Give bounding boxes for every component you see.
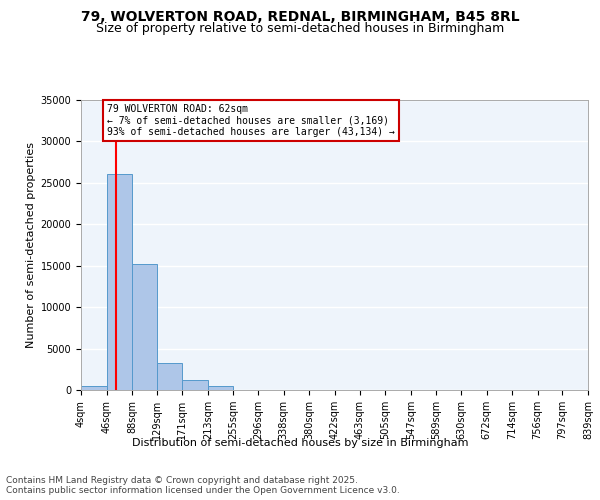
Bar bbox=[182, 380, 208, 390]
Text: Distribution of semi-detached houses by size in Birmingham: Distribution of semi-detached houses by … bbox=[132, 438, 468, 448]
Text: 79 WOLVERTON ROAD: 62sqm
← 7% of semi-detached houses are smaller (3,169)
93% of: 79 WOLVERTON ROAD: 62sqm ← 7% of semi-de… bbox=[107, 104, 395, 138]
Bar bbox=[208, 386, 233, 390]
Text: Size of property relative to semi-detached houses in Birmingham: Size of property relative to semi-detach… bbox=[96, 22, 504, 35]
Bar bbox=[157, 364, 182, 390]
Bar bbox=[107, 174, 132, 390]
Bar bbox=[81, 386, 107, 390]
Text: Contains HM Land Registry data © Crown copyright and database right 2025.
Contai: Contains HM Land Registry data © Crown c… bbox=[6, 476, 400, 495]
Y-axis label: Number of semi-detached properties: Number of semi-detached properties bbox=[26, 142, 36, 348]
Bar bbox=[132, 264, 157, 390]
Text: 79, WOLVERTON ROAD, REDNAL, BIRMINGHAM, B45 8RL: 79, WOLVERTON ROAD, REDNAL, BIRMINGHAM, … bbox=[80, 10, 520, 24]
